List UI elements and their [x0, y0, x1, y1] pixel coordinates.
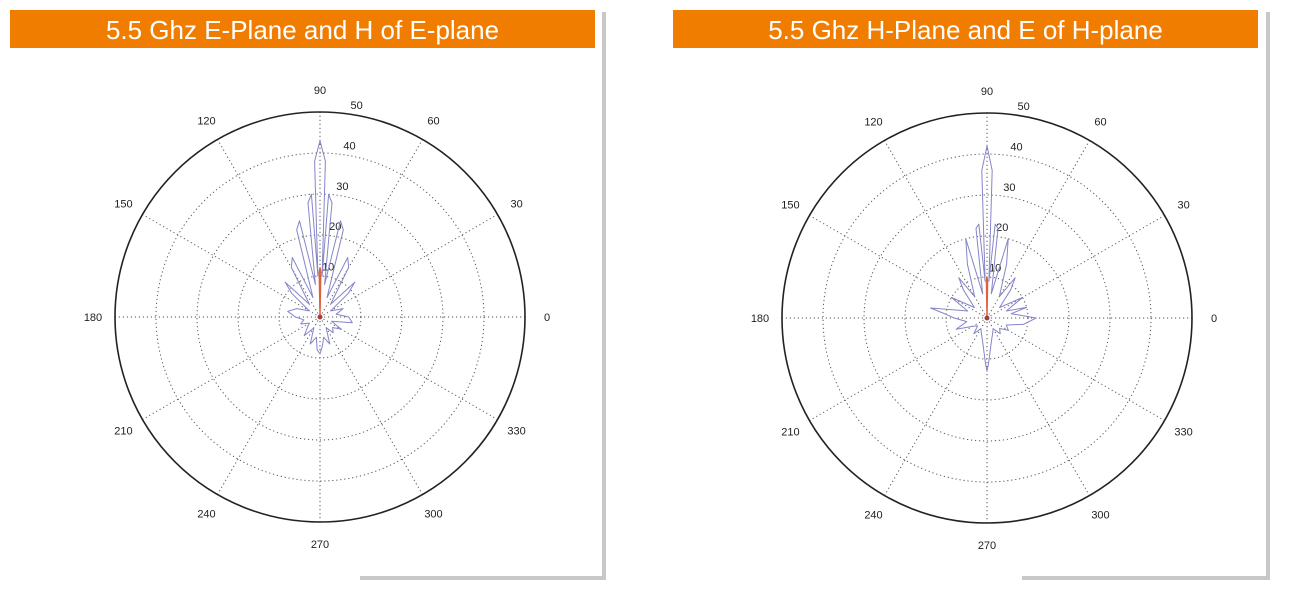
theta-tick-label: 270 [978, 540, 996, 552]
grid-spoke [809, 317, 988, 421]
theta-tick-label: 180 [751, 313, 769, 325]
theta-tick-label: 0 [1211, 313, 1217, 325]
theta-tick-label: 60 [427, 115, 439, 127]
grid-spoke [217, 139, 321, 318]
r-tick-label: 50 [351, 100, 363, 112]
outer-circle [781, 112, 1193, 524]
grid-spoke [986, 215, 1165, 319]
theta-tick-label: 180 [84, 312, 102, 324]
right-panel-shadow [1266, 12, 1270, 580]
theta-tick-label: 60 [1094, 116, 1106, 128]
right-chart-panel [673, 10, 1266, 576]
left-panel-shadow [602, 12, 606, 580]
outer-circle [114, 111, 526, 523]
theta-tick-label: 120 [864, 116, 882, 128]
left-panel-shadow-bottom [360, 576, 606, 580]
r-tick-label: 10 [322, 262, 334, 274]
grid-spoke [986, 317, 1090, 496]
grid-spoke [217, 316, 321, 495]
series-cross-line [318, 267, 322, 318]
r-tick-label: 40 [1010, 141, 1022, 153]
theta-tick-label: 300 [1091, 510, 1109, 522]
r-tick-label: 40 [343, 140, 355, 152]
center-marker [984, 315, 990, 321]
series-main-line [284, 140, 356, 355]
grid-ring [237, 234, 403, 400]
theta-tick-label: 270 [311, 539, 329, 551]
theta-tick-label: 240 [864, 510, 882, 522]
series-cross-line [985, 276, 989, 319]
theta-tick-label: 210 [781, 427, 799, 439]
grid-ring [904, 235, 1070, 401]
r-tick-label: 30 [1003, 182, 1015, 194]
theta-tick-label: 150 [114, 199, 132, 211]
theta-tick-label: 0 [544, 312, 550, 324]
grid-spoke [884, 140, 988, 319]
r-tick-label: 30 [336, 181, 348, 193]
grid-spoke [319, 214, 498, 318]
grid-ring [196, 193, 444, 441]
theta-tick-label: 330 [507, 426, 525, 438]
grid-spoke [809, 215, 988, 319]
theta-tick-label: 210 [114, 426, 132, 438]
theta-tick-label: 90 [314, 85, 326, 97]
grid-spoke [319, 316, 498, 420]
theta-tick-label: 30 [510, 199, 522, 211]
series-main-line [930, 145, 1037, 372]
left-chart-panel [10, 10, 603, 576]
theta-tick-label: 330 [1174, 427, 1192, 439]
grid-spoke [986, 317, 1165, 421]
theta-tick-label: 150 [781, 200, 799, 212]
theta-tick-label: 300 [424, 509, 442, 521]
theta-tick-label: 240 [197, 509, 215, 521]
r-tick-label: 50 [1018, 101, 1030, 113]
right-chart-title: 5.5 Ghz H-Plane and E of H-plane [673, 10, 1258, 48]
left-chart-title: 5.5 Ghz E-Plane and H of E-plane [10, 10, 595, 48]
r-tick-label: 20 [996, 222, 1008, 234]
theta-tick-label: 30 [1177, 200, 1189, 212]
center-marker [317, 314, 323, 320]
grid-spoke [884, 317, 988, 496]
grid-spoke [142, 316, 321, 420]
right-panel-shadow-bottom [1022, 576, 1270, 580]
theta-tick-label: 120 [197, 115, 215, 127]
grid-ring [863, 194, 1111, 442]
theta-tick-label: 90 [981, 86, 993, 98]
grid-spoke [319, 316, 423, 495]
grid-spoke [142, 214, 321, 318]
